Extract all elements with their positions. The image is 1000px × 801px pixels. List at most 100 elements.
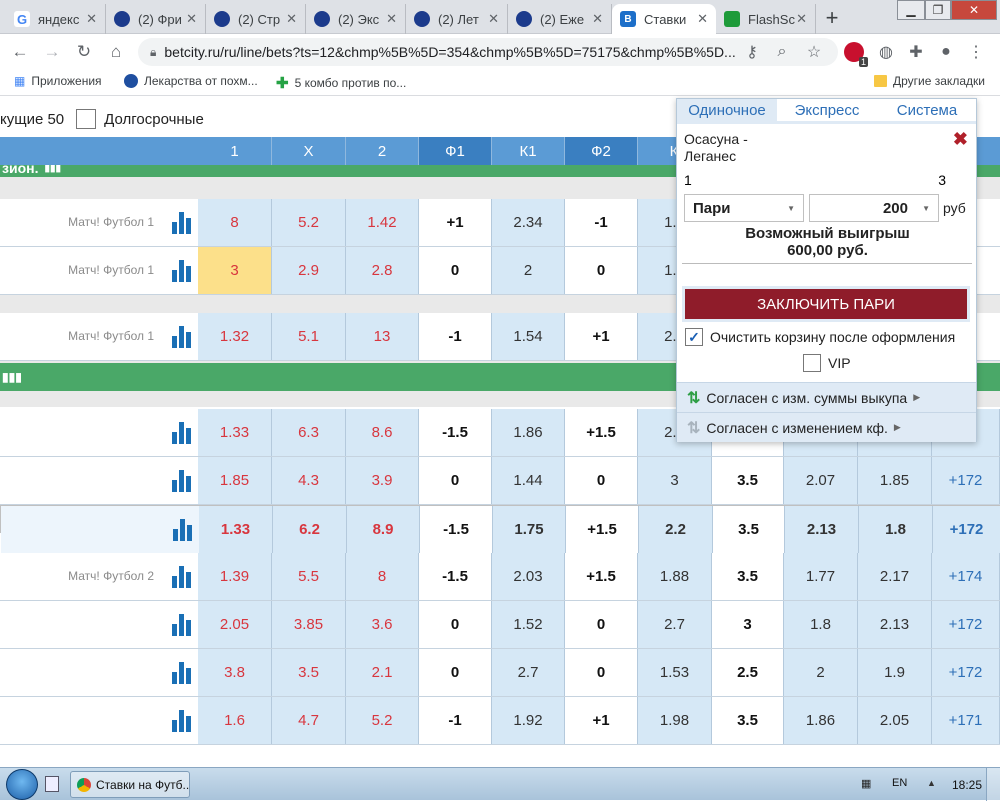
show-desktop-button[interactable] xyxy=(986,768,1000,801)
tab-single[interactable]: Одиночное xyxy=(677,99,777,121)
odds-cell-more[interactable]: +171 xyxy=(932,697,1000,744)
odds-cell-tm[interactable]: 2.13 xyxy=(858,601,932,648)
odds-cell-f1[interactable]: -1.5 xyxy=(420,506,493,553)
home-icon[interactable]: ⌂ xyxy=(110,42,122,61)
odds-cell-tm[interactable]: 2.17 xyxy=(858,553,932,600)
close-icon[interactable]: ✕ xyxy=(386,11,397,26)
taskbar-app-chrome[interactable]: Ставки на Футб... xyxy=(70,771,190,798)
language-indicator[interactable]: EN xyxy=(892,777,908,789)
tab-ezhe[interactable]: (2) Еже ✕ xyxy=(508,4,612,34)
close-icon[interactable]: ✖ xyxy=(952,129,968,149)
match-info[interactable] xyxy=(0,649,198,696)
start-button[interactable] xyxy=(6,769,38,800)
odds-cell-tb[interactable]: 1.86 xyxy=(784,697,858,744)
back-icon[interactable]: ← xyxy=(11,42,29,61)
odds-cell-f2[interactable]: +1.5 xyxy=(565,409,638,456)
bet-amount-field[interactable]: 200 ▼ xyxy=(809,194,939,222)
odds-cell-f2[interactable]: 0 xyxy=(565,601,638,648)
odds-cell-c1[interactable]: 3 xyxy=(198,247,272,294)
stats-chart-icon[interactable] xyxy=(172,324,194,351)
odds-cell-more[interactable]: +172 xyxy=(932,601,1000,648)
star-icon[interactable]: ☆ xyxy=(806,44,822,61)
odds-cell-tb[interactable]: 2.07 xyxy=(784,457,858,504)
tab-let[interactable]: (2) Лет ✕ xyxy=(406,4,508,34)
odds-cell-k1[interactable]: 1.52 xyxy=(492,601,565,648)
forward-icon[interactable]: → xyxy=(43,42,61,61)
odds-cell-k2[interactable]: 2.7 xyxy=(638,601,712,648)
maximize-button[interactable]: ❐ xyxy=(925,0,951,20)
odds-cell-t[interactable]: 3.5 xyxy=(712,553,784,600)
odds-cell-f1[interactable]: -1 xyxy=(419,697,492,744)
table-row[interactable]: 1.85 4.3 3.9 0 1.44 0 3 3.5 2.07 1.85 +172 xyxy=(0,457,1000,505)
odds-cell-k1[interactable]: 1.54 xyxy=(492,313,565,360)
odds-cell-cx[interactable]: 2.9 xyxy=(272,247,346,294)
odds-cell-k1[interactable]: 1.44 xyxy=(492,457,565,504)
col-header-f2[interactable]: Ф2 xyxy=(565,137,638,165)
odds-cell-c2[interactable]: 8.6 xyxy=(346,409,419,456)
odds-cell-c1[interactable]: 1.6 xyxy=(198,697,272,744)
odds-cell-t[interactable]: 3.5 xyxy=(712,457,784,504)
odds-cell-k1[interactable]: 2.03 xyxy=(492,553,565,600)
minimize-button[interactable]: ▁ xyxy=(897,0,925,20)
odds-cell-f2[interactable]: +1 xyxy=(565,313,638,360)
odds-cell-c1[interactable]: 1.85 xyxy=(198,457,272,504)
odds-cell-cx[interactable]: 4.7 xyxy=(272,697,346,744)
odds-cell-tb[interactable]: 1.8 xyxy=(784,601,858,648)
reload-icon[interactable]: ↻ xyxy=(76,42,92,61)
col-header-k1[interactable]: К1 xyxy=(492,137,565,165)
tray-network-icon[interactable]: ▦ xyxy=(861,778,872,790)
odds-cell-c2[interactable]: 8 xyxy=(346,553,419,600)
odds-cell-k1[interactable]: 2.34 xyxy=(492,199,565,246)
odds-cell-t[interactable]: 2.5 xyxy=(712,649,784,696)
table-row[interactable]: 1.33 6.2 8.9 -1.5 1.75 +1.5 2.2 3.5 2.13 1.8 +172 xyxy=(0,505,1000,553)
odds-cell-cx[interactable]: 5.1 xyxy=(272,313,346,360)
odds-cell-cx[interactable]: 3.85 xyxy=(272,601,346,648)
table-row[interactable]: 3.8 3.5 2.1 0 2.7 0 1.53 2.5 2 1.9 +172 xyxy=(0,649,1000,697)
odds-cell-cx[interactable]: 3.5 xyxy=(272,649,346,696)
odds-cell-k2[interactable]: 1.98 xyxy=(638,697,712,744)
odds-cell-t[interactable]: 3.5 xyxy=(712,697,784,744)
match-info[interactable]: Матч! Футбол 1 xyxy=(0,247,198,294)
odds-cell-c1[interactable]: 3.8 xyxy=(198,649,272,696)
close-icon[interactable]: ✕ xyxy=(592,11,603,26)
tray-expand-icon[interactable]: ▲ xyxy=(927,778,936,788)
agree-odds-option[interactable]: ⇅ Согласен с изменением кф. ▶ xyxy=(677,412,976,442)
globe-icon[interactable]: ◍ xyxy=(879,44,893,61)
close-icon[interactable]: ✕ xyxy=(286,11,297,26)
stats-chart-icon[interactable] xyxy=(172,468,194,495)
tab-eks[interactable]: (2) Экс ✕ xyxy=(306,4,406,34)
odds-cell-c2[interactable]: 1.42 xyxy=(346,199,419,246)
col-header-x[interactable]: X xyxy=(272,137,346,165)
odds-cell-c2[interactable]: 3.9 xyxy=(346,457,419,504)
key-icon[interactable]: ⚷ xyxy=(746,44,758,61)
odds-cell-tb[interactable]: 2 xyxy=(784,649,858,696)
stats-chart-icon[interactable] xyxy=(173,517,195,545)
odds-cell-tm[interactable]: 1.9 xyxy=(858,649,932,696)
odds-cell-k1[interactable]: 1.86 xyxy=(492,409,565,456)
match-info[interactable] xyxy=(0,697,198,744)
menu-dots-icon[interactable]: ⋮ xyxy=(968,44,984,61)
odds-cell-k1[interactable]: 2.7 xyxy=(492,649,565,696)
stats-chart-icon[interactable] xyxy=(172,420,194,447)
odds-cell-k1[interactable]: 1.75 xyxy=(493,506,566,553)
tab-yandex[interactable]: G яндекс ✕ xyxy=(6,4,106,34)
odds-cell-t[interactable]: 3 xyxy=(712,601,784,648)
odds-cell-c2[interactable]: 2.8 xyxy=(346,247,419,294)
tab-stavki[interactable]: B Ставки ✕ xyxy=(612,4,716,34)
odds-cell-cx[interactable]: 4.3 xyxy=(272,457,346,504)
odds-cell-c2[interactable]: 5.2 xyxy=(346,697,419,744)
odds-cell-more[interactable]: +172 xyxy=(932,649,1000,696)
odds-cell-f1[interactable]: +1 xyxy=(419,199,492,246)
stats-chart-icon[interactable] xyxy=(172,708,194,735)
odds-cell-f1[interactable]: -1 xyxy=(419,313,492,360)
zoom-icon[interactable]: ⌕ xyxy=(777,43,787,60)
odds-cell-t[interactable]: 3.5 xyxy=(713,506,785,553)
stats-chart-icon[interactable] xyxy=(172,612,194,639)
col-header-1[interactable]: 1 xyxy=(198,137,272,165)
odds-cell-tb[interactable]: 1.77 xyxy=(784,553,858,600)
show-windows-icon[interactable] xyxy=(45,776,59,792)
filter-current-label[interactable]: кущие 50 xyxy=(0,110,65,128)
odds-cell-cx[interactable]: 5.2 xyxy=(272,199,346,246)
tab-fri[interactable]: (2) Фри ✕ xyxy=(106,4,206,34)
odds-cell-c1[interactable]: 1.33 xyxy=(199,506,273,553)
